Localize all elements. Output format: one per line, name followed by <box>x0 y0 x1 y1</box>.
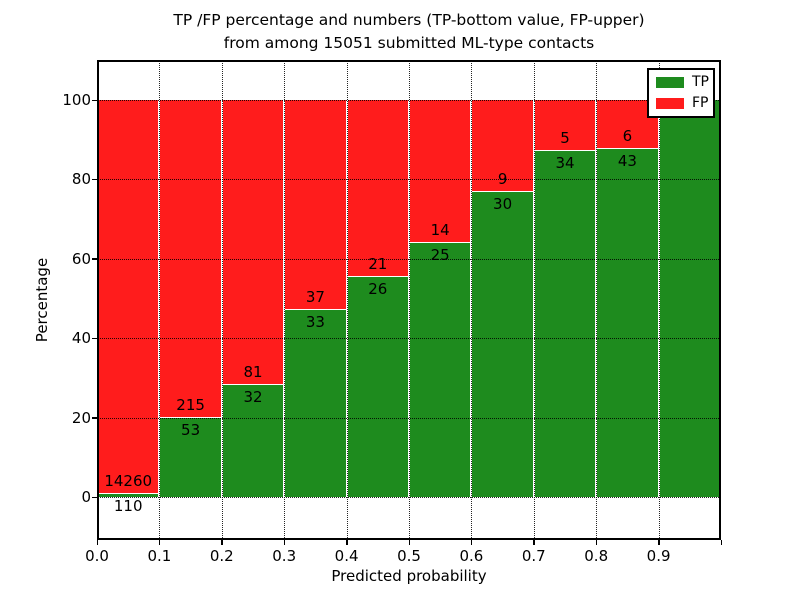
x-axis-label: Predicted probability <box>331 567 487 585</box>
legend-entry-tp: TP <box>656 74 709 90</box>
tp-bar-segment <box>658 100 721 497</box>
horizontal-gridline <box>97 258 721 260</box>
fp-count-label: 5 <box>560 128 570 147</box>
vertical-gridline <box>346 60 348 540</box>
vertical-gridline <box>596 60 598 540</box>
x-axis-tick <box>96 540 98 545</box>
y-axis-tick <box>92 258 97 260</box>
x-axis-tick <box>221 540 223 545</box>
x-tick-label: 0.2 <box>209 547 234 565</box>
legend-entry-fp: FP <box>656 95 709 111</box>
x-axis-tick <box>158 540 161 545</box>
vertical-gridline <box>471 60 473 540</box>
fp-count-label: 14 <box>430 220 450 239</box>
chart-title-line1: TP /FP percentage and numbers (TP-bottom… <box>173 11 645 29</box>
tp-bar-segment <box>409 242 472 497</box>
x-axis-tick <box>346 540 348 545</box>
fp-bar-segment <box>533 100 597 151</box>
horizontal-gridline <box>97 338 721 340</box>
tp-count-label: 30 <box>493 194 513 213</box>
x-axis-tick <box>408 540 410 545</box>
tp-bar-segment <box>346 277 409 497</box>
vertical-gridline <box>658 60 660 540</box>
y-axis-tick <box>92 178 97 181</box>
tp-count-label: 32 <box>243 387 263 406</box>
chart-title: TP /FP percentage and numbers (TP-bottom… <box>97 9 721 55</box>
x-axis-tick <box>533 540 535 545</box>
tp-count-label: 33 <box>305 312 325 331</box>
tp-bar-segment <box>533 150 597 497</box>
fp-count-label: 21 <box>368 255 388 274</box>
y-axis-tick <box>92 99 97 101</box>
x-tick-label: 0.0 <box>85 547 109 565</box>
legend: TP FP <box>647 68 715 118</box>
tp-color-swatch <box>656 77 684 88</box>
x-tick-label: 0.3 <box>272 547 297 565</box>
x-axis-tick <box>658 540 660 545</box>
fp-count-label: 14260 <box>104 471 153 490</box>
tp-bar-segment <box>596 148 659 497</box>
fp-count-label: 37 <box>305 287 325 306</box>
fp-count-label: 215 <box>176 396 205 415</box>
fp-bar-segment <box>471 100 534 192</box>
x-tick-label: 0.8 <box>584 547 609 565</box>
vertical-gridline <box>409 60 410 540</box>
y-axis-tick <box>92 496 97 498</box>
fp-bar-segment <box>284 100 347 310</box>
tp-bar-segment <box>284 309 347 497</box>
vertical-gridline <box>159 60 161 540</box>
x-axis-tick <box>470 540 473 545</box>
fp-bar-segment <box>346 100 409 278</box>
y-tick-label: 80 <box>71 170 91 189</box>
y-tick-label: 40 <box>71 329 91 348</box>
x-tick-label: 0.9 <box>646 547 671 565</box>
horizontal-gridline <box>97 179 721 181</box>
y-tick-label: 0 <box>81 488 91 506</box>
tp-bar-segment <box>159 418 222 497</box>
y-axis-tick <box>92 337 97 340</box>
vertical-gridline <box>284 60 286 540</box>
horizontal-gridline <box>97 417 721 419</box>
fp-count-label: 81 <box>243 362 263 381</box>
x-axis-tick <box>283 540 286 545</box>
tp-count-label: 34 <box>555 153 575 172</box>
fp-bar-segment <box>221 100 285 385</box>
fp-bar-segment <box>97 100 160 494</box>
y-tick-label: 60 <box>71 249 91 268</box>
tp-bar-segment <box>471 191 534 497</box>
tp-count-label: 53 <box>181 421 201 440</box>
tp-count-label: 110 <box>113 496 143 515</box>
legend-label-fp: FP <box>692 95 709 111</box>
x-tick-label: 0.7 <box>521 547 546 565</box>
x-tick-label: 0.6 <box>459 547 484 565</box>
y-tick-label: 100 <box>62 91 91 109</box>
fp-count-label: 9 <box>497 169 508 188</box>
vertical-gridline <box>221 60 223 540</box>
tp-count-label: 25 <box>430 245 450 264</box>
fp-color-swatch <box>656 98 684 109</box>
x-axis-tick <box>595 540 598 545</box>
legend-label-tp: TP <box>692 74 709 90</box>
y-tick-label: 20 <box>71 408 91 427</box>
fp-count-label: 6 <box>622 126 633 145</box>
tp-count-label: 26 <box>368 280 388 299</box>
x-tick-label: 0.4 <box>334 547 359 565</box>
horizontal-gridline <box>97 100 721 101</box>
vertical-gridline <box>533 60 535 540</box>
tp-count-label: 43 <box>617 151 637 170</box>
horizontal-gridline <box>97 497 721 498</box>
chart-title-line2: from among 15051 submitted ML-type conta… <box>223 34 595 52</box>
x-tick-label: 0.5 <box>397 547 421 565</box>
y-axis-tick <box>92 417 97 419</box>
x-tick-label: 0.1 <box>147 547 172 565</box>
x-axis-tick <box>720 540 722 545</box>
